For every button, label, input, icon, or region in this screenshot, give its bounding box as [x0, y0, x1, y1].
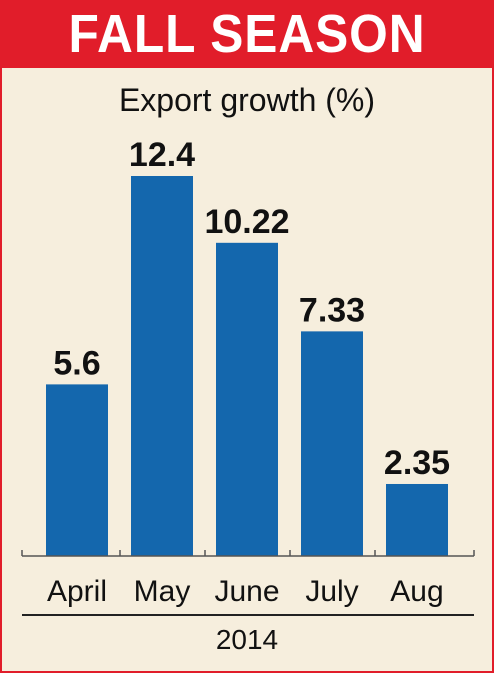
category-label-may: May [134, 575, 191, 608]
bar-may [131, 176, 193, 556]
value-label-april: 5.6 [53, 344, 100, 382]
bars-group: 5.6 12.410.22 7.33 2.35 [46, 136, 450, 556]
category-label-june: June [214, 575, 279, 608]
category-label-july: July [305, 575, 358, 608]
bar-july [301, 331, 363, 556]
value-label-june: 10.22 [204, 203, 289, 241]
bar-april [46, 384, 108, 556]
category-label-april: April [47, 575, 107, 608]
x-axis-label: 2014 [215, 624, 279, 655]
bar-june [216, 242, 278, 556]
title-banner: FALL SEASON [0, 0, 494, 68]
value-label-may: 12.4 [129, 136, 195, 174]
banner-title: FALL SEASON [68, 4, 426, 64]
value-label-aug: 2.35 [384, 444, 450, 482]
category-label-aug: Aug [390, 575, 443, 608]
x-tick-marks [21, 550, 475, 556]
bar-aug [386, 483, 448, 556]
value-label-july: 7.33 [299, 291, 365, 329]
chart-title: Export growth (%) [118, 82, 376, 118]
x-tick-labels: April May June July Aug [47, 575, 444, 608]
